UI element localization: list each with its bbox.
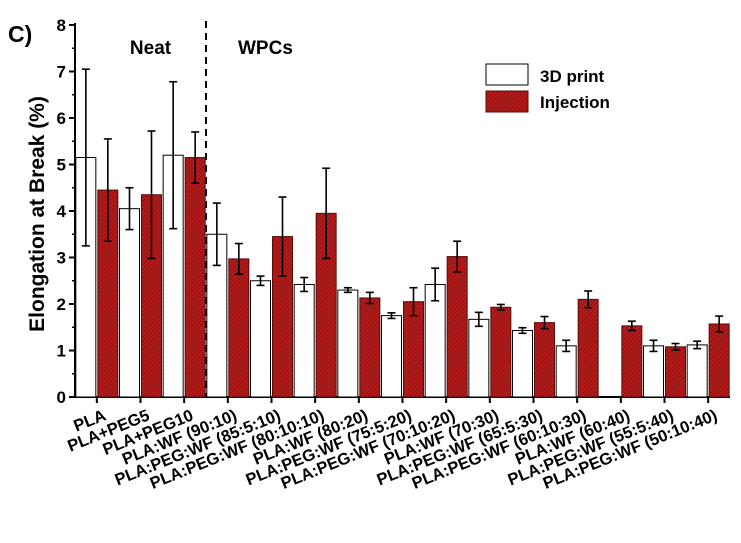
y-axis-title: Elongation at Break (%) bbox=[26, 96, 49, 332]
y-tick-label: 8 bbox=[57, 16, 66, 35]
y-tick-label: 6 bbox=[57, 109, 66, 128]
legend-swatch-3d-print bbox=[485, 63, 529, 86]
y-tick-label: 3 bbox=[57, 249, 66, 268]
bar-3d-print bbox=[250, 280, 271, 398]
bar-3d-print bbox=[337, 289, 359, 398]
bar-injection bbox=[708, 323, 730, 398]
bar-injection bbox=[490, 306, 512, 398]
y-tick-label: 4 bbox=[57, 202, 67, 221]
bar-3d-print bbox=[555, 345, 577, 398]
legend-label-3d-print: 3D print bbox=[540, 67, 605, 86]
group-label-neat: Neat bbox=[130, 38, 172, 59]
y-tick-label: 2 bbox=[57, 295, 66, 314]
bar-3d-print bbox=[468, 318, 490, 398]
bar-3d-print bbox=[293, 283, 315, 398]
bar-injection bbox=[228, 258, 250, 398]
bar-3d-print bbox=[381, 315, 402, 398]
bar-injection bbox=[184, 157, 206, 398]
legend-label-injection: Injection bbox=[540, 93, 610, 112]
bar-3d-print bbox=[643, 345, 664, 398]
bar-injection bbox=[665, 346, 686, 398]
bar-3d-print bbox=[119, 208, 140, 398]
legend-swatch-injection bbox=[485, 90, 529, 113]
bar-injection bbox=[534, 322, 555, 398]
panel-label: C) bbox=[8, 21, 32, 47]
bar-injection bbox=[446, 256, 468, 398]
bar-3d-print bbox=[686, 344, 708, 398]
bar-3d-print bbox=[512, 330, 533, 398]
group-label-wpcs: WPCs bbox=[238, 38, 293, 59]
y-tick-label: 5 bbox=[57, 156, 66, 175]
y-tick-label: 0 bbox=[57, 388, 66, 407]
y-tick-label: 1 bbox=[57, 342, 66, 361]
bar-injection bbox=[577, 298, 599, 398]
bar-injection bbox=[621, 325, 643, 398]
y-tick-label: 7 bbox=[57, 63, 66, 82]
bar-injection bbox=[359, 297, 381, 398]
